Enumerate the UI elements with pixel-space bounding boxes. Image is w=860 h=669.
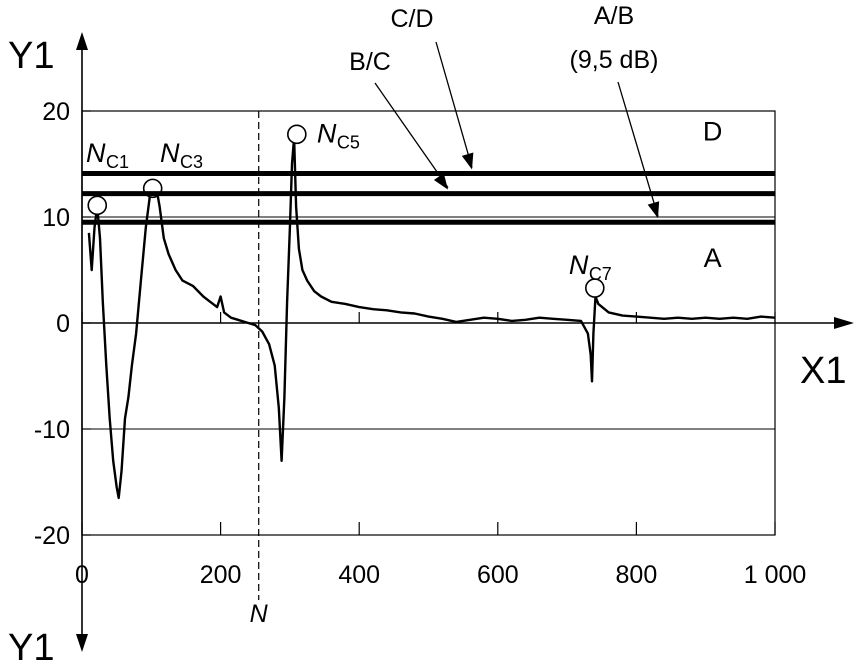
marker-label-sub: C1 bbox=[106, 152, 129, 172]
marker-circle bbox=[287, 124, 307, 145]
marker-label-main: N bbox=[317, 118, 337, 148]
marker-label-main: N bbox=[86, 138, 106, 168]
threshold-arrowhead bbox=[647, 201, 660, 219]
x-axis-title: X1 bbox=[800, 350, 846, 392]
y-axis-arrow-up bbox=[76, 32, 88, 50]
threshold-label: B/C bbox=[349, 48, 391, 76]
marker-label-sub: C7 bbox=[589, 264, 612, 284]
threshold-leader bbox=[374, 82, 449, 189]
x-tick-label: 0 bbox=[75, 561, 89, 589]
x-tick-label: 600 bbox=[477, 561, 519, 589]
series-layer bbox=[87, 124, 776, 500]
marker-circle bbox=[87, 195, 108, 216]
series-line-0 bbox=[87, 136, 776, 500]
y-tick-label: 20 bbox=[42, 98, 70, 126]
threshold-layer bbox=[82, 41, 775, 225]
threshold-label: C/D bbox=[390, 5, 433, 33]
marker-label-sub: C3 bbox=[180, 152, 203, 172]
axes-layer bbox=[76, 32, 854, 652]
x-tick-label: 800 bbox=[616, 561, 658, 589]
x-axis-arrow bbox=[834, 317, 854, 329]
x-tick-label: 400 bbox=[338, 561, 380, 589]
y-axis-title-top: Y1 bbox=[8, 35, 54, 77]
marker-label-main: N bbox=[160, 138, 180, 168]
threshold-arrowhead bbox=[433, 173, 448, 190]
threshold-leader bbox=[435, 41, 473, 168]
x-tick-label: 200 bbox=[200, 561, 242, 589]
marker-circle bbox=[585, 278, 605, 298]
marker-label-sub: C5 bbox=[337, 132, 360, 152]
threshold-arrowhead bbox=[461, 152, 474, 170]
y-tick-label: 10 bbox=[42, 204, 70, 232]
marker-label-main: N bbox=[569, 250, 589, 280]
x-tick-label: 1 000 bbox=[744, 561, 807, 589]
y-axis-title-bottom: Y1 bbox=[8, 627, 54, 669]
threshold-label: A/B bbox=[594, 2, 634, 30]
y-tick-label: -10 bbox=[34, 416, 70, 444]
threshold-sublabel: (9,5 dB) bbox=[570, 46, 659, 74]
y-tick-label: -20 bbox=[34, 522, 70, 550]
y-axis-arrow-down bbox=[76, 634, 88, 652]
y-tick-label: 0 bbox=[56, 310, 70, 338]
vertical-marker-label: N bbox=[250, 600, 269, 628]
zone-label: A bbox=[704, 243, 722, 273]
zone-label: D bbox=[703, 117, 723, 147]
